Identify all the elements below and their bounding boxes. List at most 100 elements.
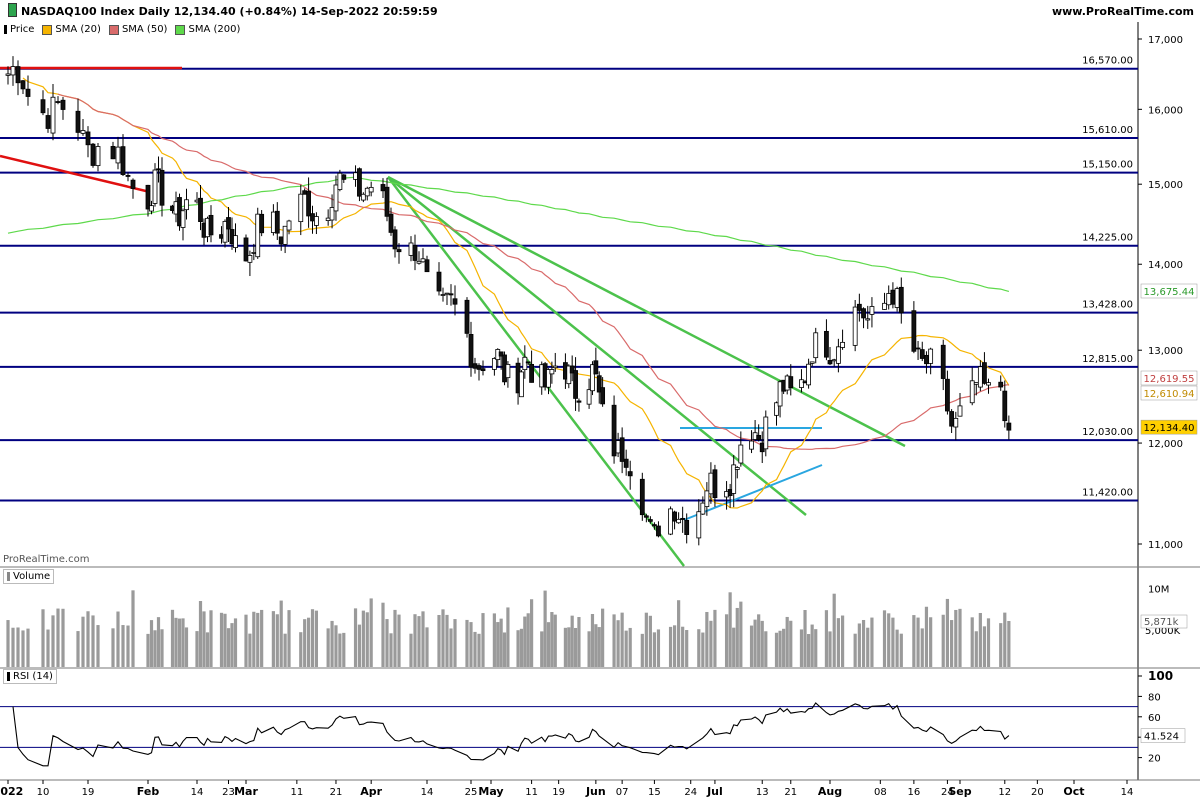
- candle-body: [310, 213, 315, 222]
- price-candle: [861, 307, 866, 329]
- volume-bar: [982, 626, 987, 667]
- volume-bar: [895, 629, 899, 667]
- volume-bar: [739, 601, 743, 667]
- candle-body: [593, 360, 599, 375]
- legend-item-sma20[interactable]: SMA (20): [42, 22, 101, 37]
- chart-title: NASDAQ100 Index Daily 12,134.40 (+0.84%)…: [8, 3, 438, 21]
- price-candle: [738, 431, 744, 467]
- legend-item-sma200[interactable]: SMA (200): [175, 22, 240, 37]
- volume-bar: [465, 619, 469, 667]
- volume-panel-label[interactable]: Volume: [3, 569, 55, 584]
- volume-bar: [753, 619, 757, 667]
- candle-body: [110, 146, 116, 160]
- volume-bar: [226, 628, 231, 667]
- candle-body: [639, 478, 645, 516]
- volume-bar: [299, 632, 303, 667]
- volume-bar: [628, 627, 632, 667]
- price-candle: [222, 219, 228, 248]
- candle-body: [749, 440, 754, 450]
- volume-bar: [590, 614, 595, 667]
- legend-item-sma50[interactable]: SMA (50): [108, 22, 167, 37]
- legend-item-price[interactable]: Price: [4, 22, 34, 37]
- volume-tick-label: 10M: [1148, 585, 1169, 596]
- candle-body: [306, 190, 311, 217]
- candle-body: [440, 294, 446, 296]
- volume-bar: [828, 631, 832, 667]
- rsi-panel-label[interactable]: RSI (14): [3, 669, 57, 684]
- price-candle: [476, 363, 482, 381]
- y-tick-label: 13,000: [1148, 346, 1183, 357]
- volume-bar: [156, 617, 161, 667]
- x-tick-label: 21: [330, 787, 343, 798]
- volume-bar: [198, 601, 203, 667]
- sma50-badge-text: 12,619.55: [1144, 374, 1195, 385]
- volume-bar: [891, 617, 895, 667]
- price-candle: [652, 522, 657, 530]
- price-candle: [546, 368, 551, 395]
- price-candle: [788, 364, 794, 396]
- candle-body: [590, 364, 595, 392]
- x-tick-label: 12: [998, 787, 1011, 798]
- price-candle: [774, 401, 779, 426]
- volume-bar: [146, 633, 150, 667]
- price-candle: [573, 357, 578, 411]
- price-candle: [928, 347, 934, 375]
- volume-bar: [594, 624, 598, 667]
- price-candle: [259, 210, 265, 237]
- volume-bar: [449, 628, 453, 667]
- price-candle: [668, 506, 673, 536]
- volume-bar: [553, 614, 557, 667]
- volume-bar: [857, 623, 861, 667]
- volume-bar: [861, 619, 866, 667]
- x-tick-label: 20: [1031, 787, 1044, 798]
- price-candles: [5, 56, 1012, 546]
- candle-body: [712, 469, 718, 499]
- volume-bar: [950, 620, 954, 667]
- sma200-badge-text: 13,675.44: [1144, 287, 1195, 298]
- candle-body: [333, 184, 339, 212]
- x-tick-label: 14: [421, 787, 434, 798]
- rsi-path: [12, 702, 1010, 767]
- candle-body: [522, 356, 528, 371]
- volume-bar: [1003, 612, 1007, 667]
- candle-body: [247, 255, 253, 263]
- price-candle: [25, 75, 31, 106]
- sma200-swatch-icon: [175, 24, 186, 35]
- volume-bar: [121, 625, 125, 667]
- x-tick-label: Jun: [585, 785, 606, 798]
- price-candle: [708, 462, 714, 504]
- x-tick-label: Oct: [1063, 785, 1084, 798]
- price-candle: [831, 358, 837, 367]
- price-candle: [684, 513, 690, 544]
- volume-bar: [41, 609, 45, 667]
- candle-body: [898, 286, 904, 314]
- volume-bar: [385, 619, 389, 667]
- x-tick-label: Mar: [234, 785, 258, 798]
- candle-body: [672, 511, 677, 522]
- volume-bar: [656, 629, 661, 667]
- candle-body: [890, 289, 896, 305]
- candle-body: [10, 66, 16, 76]
- volume-bar: [481, 613, 485, 667]
- volume-bar: [929, 617, 933, 667]
- price-candle: [472, 357, 478, 374]
- level-label: 12,815.00: [1082, 354, 1133, 365]
- level-label: 16,570.00: [1082, 56, 1133, 67]
- volume-bar: [587, 631, 591, 667]
- volume-bar: [543, 590, 547, 667]
- x-tick-label: Jul: [706, 785, 723, 798]
- price-candle: [840, 329, 845, 350]
- candle-body: [738, 444, 744, 464]
- level-label: 13,428.00: [1082, 300, 1133, 311]
- price-candle: [894, 286, 900, 312]
- volume-bar: [283, 633, 287, 667]
- x-tick-label: 25: [465, 787, 478, 798]
- volume-bar: [974, 631, 978, 667]
- price-candle: [647, 516, 653, 524]
- candle-body: [827, 360, 833, 365]
- price-candle: [600, 377, 606, 407]
- candle-body: [80, 130, 86, 134]
- candle-body: [360, 193, 366, 201]
- level-label: 11,420.00: [1082, 488, 1133, 499]
- volume-bar: [26, 628, 30, 667]
